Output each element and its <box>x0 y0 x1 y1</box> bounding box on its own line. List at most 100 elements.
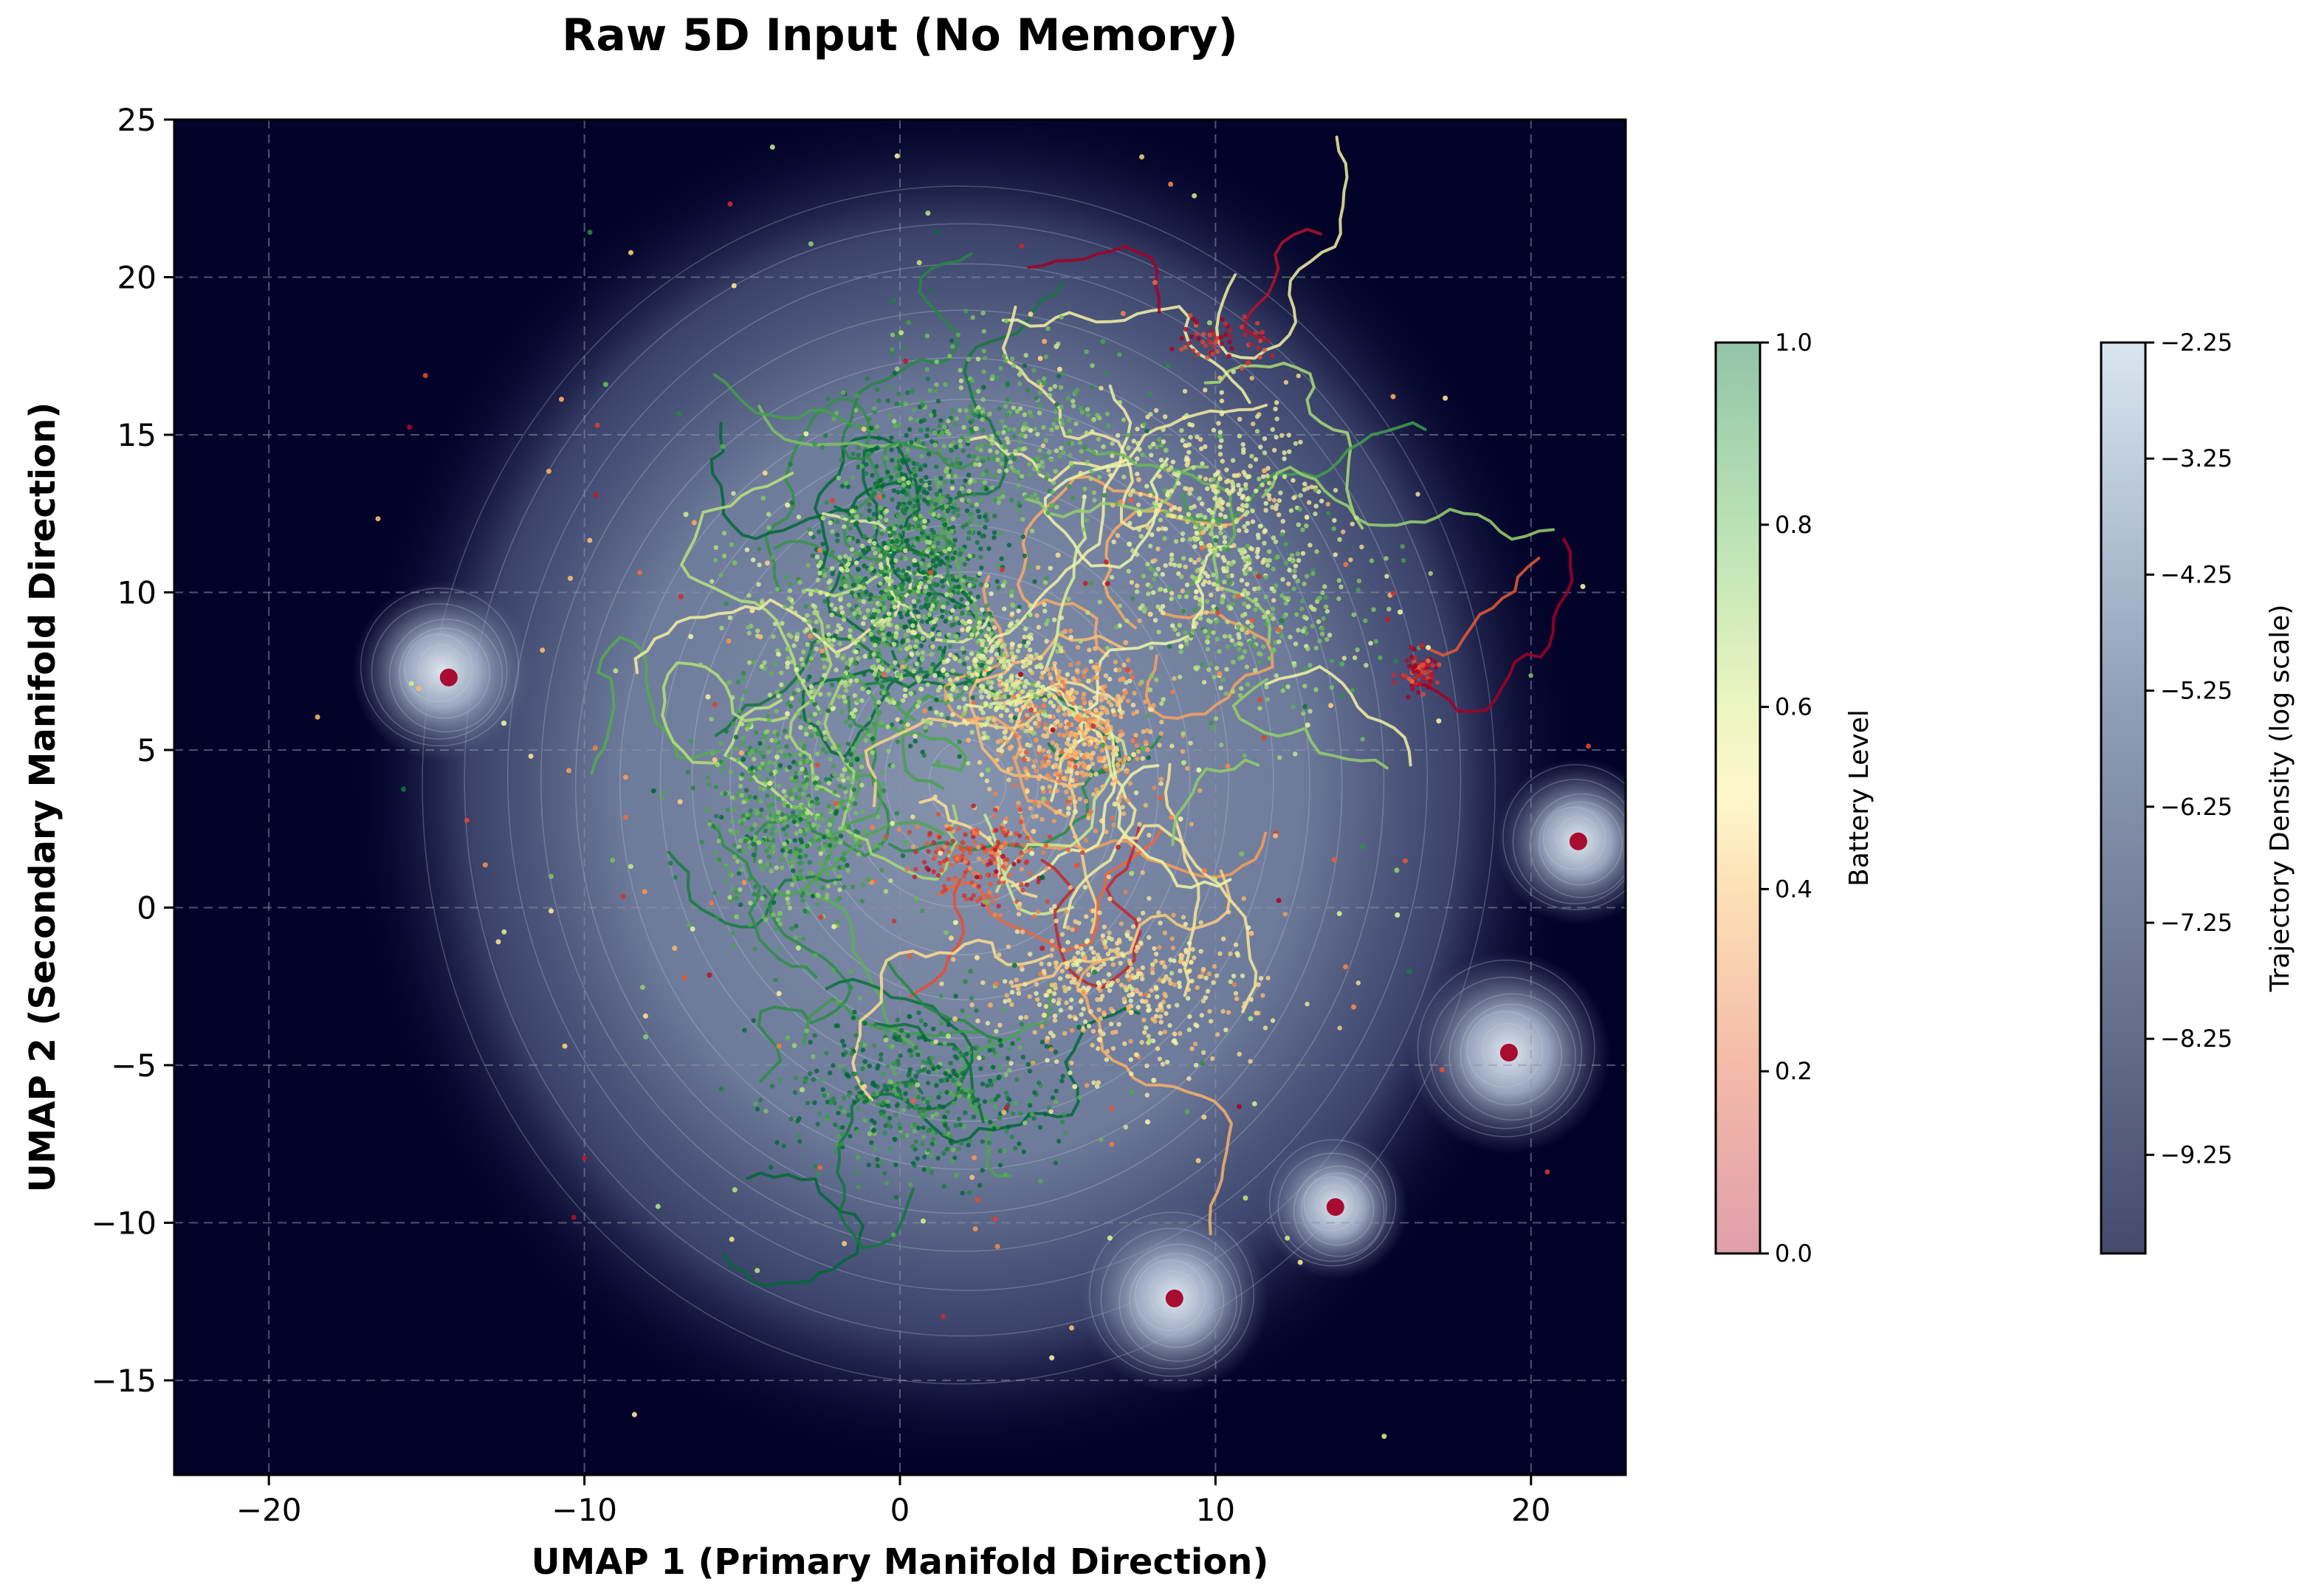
data-point <box>800 791 806 797</box>
data-point <box>964 856 970 862</box>
data-point <box>741 671 746 676</box>
data-point <box>1097 1037 1103 1043</box>
data-point <box>1016 685 1021 690</box>
data-point <box>1243 558 1248 563</box>
data-point <box>1025 723 1030 729</box>
data-point <box>860 882 866 887</box>
data-point <box>1242 524 1247 529</box>
data-point <box>741 799 746 805</box>
data-point <box>1141 910 1146 916</box>
data-point <box>817 1111 822 1116</box>
data-point <box>1124 973 1130 979</box>
data-point <box>983 480 988 485</box>
data-point <box>1012 1146 1018 1151</box>
data-point <box>867 416 872 422</box>
data-point <box>1309 484 1315 489</box>
data-point <box>789 796 795 802</box>
data-point <box>809 699 814 704</box>
data-point <box>979 723 984 729</box>
data-point <box>805 887 811 892</box>
data-point <box>1337 537 1342 542</box>
data-point <box>1113 697 1119 703</box>
data-point <box>1056 997 1062 1002</box>
data-point <box>1137 618 1142 623</box>
data-point <box>763 848 769 853</box>
data-point <box>934 1083 939 1088</box>
data-point <box>1314 549 1319 554</box>
data-point <box>891 1067 896 1072</box>
data-point <box>955 637 960 643</box>
trajectory-line <box>1429 557 1541 657</box>
data-point <box>794 794 800 799</box>
data-point <box>989 1098 994 1104</box>
data-point <box>924 584 929 590</box>
data-point <box>1222 523 1228 529</box>
data-point <box>858 1094 863 1100</box>
data-point <box>1185 519 1190 525</box>
data-point <box>952 1071 958 1076</box>
trajectory-line <box>1116 764 1232 890</box>
data-point <box>852 1099 857 1104</box>
data-point <box>986 1140 991 1146</box>
data-point <box>830 529 835 534</box>
data-point <box>1354 515 1359 520</box>
data-point <box>938 475 944 481</box>
data-point <box>946 1018 951 1023</box>
data-point <box>951 1078 956 1083</box>
data-point <box>716 857 722 863</box>
data-point <box>1070 701 1076 706</box>
data-point <box>754 730 759 735</box>
data-point <box>1023 422 1028 427</box>
data-point <box>1298 439 1303 445</box>
data-point <box>1258 976 1264 981</box>
data-point <box>854 393 860 399</box>
data-point <box>960 547 966 552</box>
data-point <box>929 1141 935 1146</box>
data-point <box>1028 847 1034 852</box>
data-point <box>926 501 931 506</box>
data-point <box>784 574 789 580</box>
data-point <box>904 646 910 652</box>
data-point <box>742 1028 747 1033</box>
data-point <box>944 856 950 862</box>
data-point <box>1079 946 1084 952</box>
data-point <box>1067 795 1073 801</box>
data-point <box>869 615 875 620</box>
data-point <box>1296 522 1302 527</box>
data-point <box>928 1095 933 1101</box>
data-point <box>1017 447 1022 452</box>
data-point <box>797 770 802 776</box>
data-point <box>1140 976 1145 982</box>
data-point <box>1048 1109 1054 1115</box>
data-point <box>1032 492 1038 497</box>
data-point <box>1046 693 1052 698</box>
data-point <box>1230 458 1236 463</box>
data-point <box>729 886 735 892</box>
data-point <box>1086 1023 1092 1029</box>
data-point <box>845 561 851 567</box>
data-point <box>798 740 803 745</box>
data-point <box>1028 654 1034 659</box>
data-point <box>1028 805 1033 811</box>
data-point <box>1138 605 1143 611</box>
data-point <box>928 413 934 418</box>
data-point <box>980 642 985 647</box>
data-point <box>915 535 920 541</box>
data-point <box>861 621 866 626</box>
data-point <box>980 417 985 422</box>
data-point <box>1104 1048 1110 1054</box>
data-point <box>1169 596 1174 602</box>
data-point <box>847 1092 852 1098</box>
data-point <box>1107 896 1113 901</box>
data-point <box>842 1095 847 1101</box>
data-point <box>811 627 817 633</box>
data-point <box>965 605 971 611</box>
data-point <box>1071 695 1076 701</box>
data-point <box>888 475 894 480</box>
data-point <box>1164 1059 1170 1064</box>
data-point <box>831 968 836 973</box>
data-point <box>1162 964 1167 969</box>
data-point <box>1293 563 1299 568</box>
data-point <box>1120 805 1126 810</box>
data-point <box>1211 427 1217 433</box>
